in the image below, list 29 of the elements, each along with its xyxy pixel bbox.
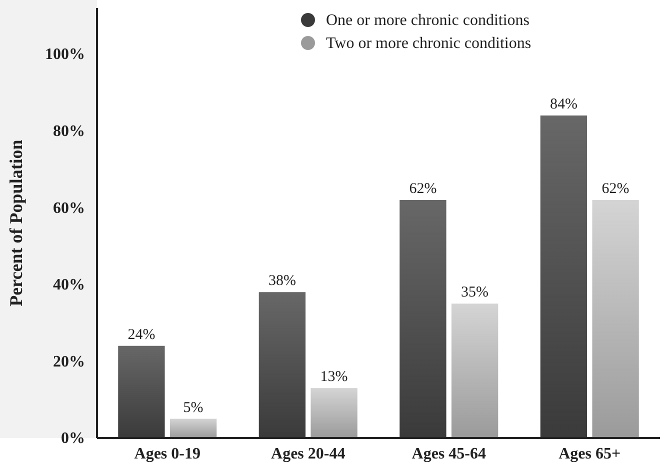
bar <box>451 304 498 438</box>
y-tick-label: 80% <box>53 122 85 140</box>
x-tick-label: Ages 0-19 <box>134 445 200 462</box>
x-tick-label: Ages 65+ <box>558 445 621 462</box>
y-tick-label: 20% <box>53 353 85 370</box>
y-tick-label: 100% <box>45 46 85 64</box>
legend-label: One or more chronic conditions <box>326 12 530 29</box>
text: 62% <box>409 180 437 197</box>
text: 35% <box>461 284 489 301</box>
text: 84% <box>550 96 578 112</box>
bar <box>592 200 639 438</box>
legend-label: Two or more chronic conditions <box>326 35 532 52</box>
bar <box>400 200 446 438</box>
y-tick-label: 0% <box>61 430 85 448</box>
bar <box>258 292 306 438</box>
x-tick-label: Ages 45-64 <box>412 445 486 462</box>
text: 24% <box>128 326 156 343</box>
bar <box>310 388 358 438</box>
x-tick-label: Ages 20-44 <box>271 445 346 462</box>
text: 5% <box>183 400 204 416</box>
y-axis-title: Percent of Population <box>6 140 26 306</box>
text: 62% <box>602 180 630 197</box>
text: 38% <box>268 273 296 290</box>
text: 13% <box>320 369 348 386</box>
bar <box>118 346 165 438</box>
y-tick-label: 60% <box>53 200 85 217</box>
bar <box>170 418 217 438</box>
bar <box>540 116 588 438</box>
y-tick-label: 40% <box>53 276 85 294</box>
